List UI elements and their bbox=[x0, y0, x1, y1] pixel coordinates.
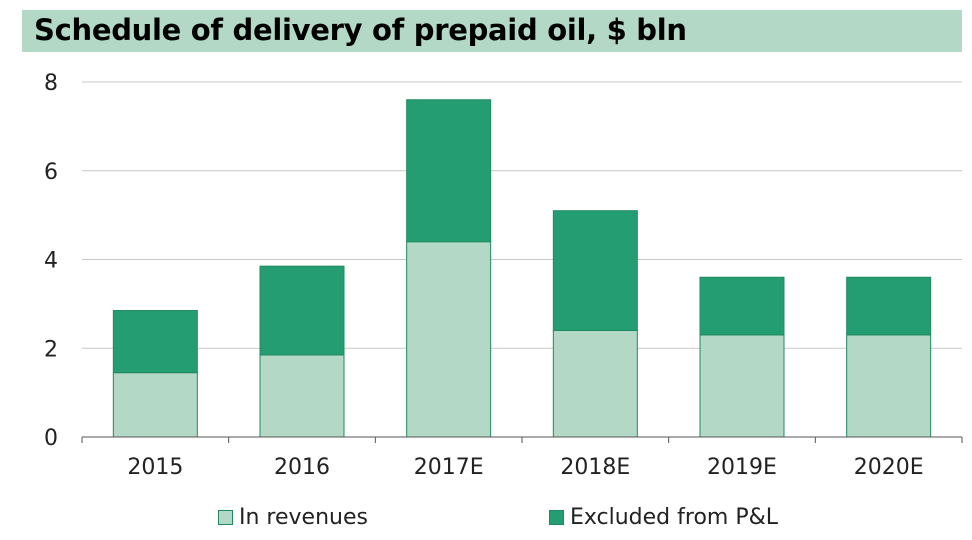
legend-swatch-in-revenues bbox=[218, 510, 233, 525]
x-axis: 2015 2016 2017E 2018E 2019E 2020E bbox=[81, 436, 963, 480]
bar-segment-excluded bbox=[112, 310, 198, 374]
x-tick-label: 2019E bbox=[707, 455, 777, 480]
bar-chart: 0 2 4 6 8 2015 2016 2017E 2018E 2019E 2020E bbox=[44, 71, 963, 480]
x-tick-label: 2018E bbox=[560, 455, 630, 480]
y-tick-label: 6 bbox=[44, 160, 58, 185]
y-tick-label: 0 bbox=[44, 426, 58, 451]
bars bbox=[112, 99, 932, 438]
legend-swatch-excluded bbox=[549, 510, 564, 525]
y-axis-ticks: 0 2 4 6 8 bbox=[44, 71, 58, 451]
y-tick-label: 4 bbox=[44, 249, 58, 274]
legend: In revenues Excluded from P&L bbox=[0, 505, 972, 535]
x-tick-label: 2015 bbox=[127, 455, 183, 480]
bar-segment-in-revenues bbox=[699, 334, 785, 438]
bar-segment-in-revenues bbox=[406, 241, 492, 438]
legend-label-excluded: Excluded from P&L bbox=[570, 505, 779, 530]
bar-segment-in-revenues bbox=[259, 354, 345, 438]
chart-title-bar: Schedule of delivery of prepaid oil, $ b… bbox=[22, 10, 962, 52]
bar-segment-excluded bbox=[846, 276, 932, 336]
x-tick-label: 2016 bbox=[274, 455, 330, 480]
bar-segment-in-revenues bbox=[112, 372, 198, 438]
bar-segment-excluded bbox=[259, 265, 345, 356]
y-tick-label: 2 bbox=[44, 337, 58, 362]
bar-segment-excluded bbox=[552, 210, 638, 331]
x-tick-label: 2020E bbox=[854, 455, 924, 480]
bar-segment-in-revenues bbox=[846, 334, 932, 438]
chart-title: Schedule of delivery of prepaid oil, $ b… bbox=[34, 13, 687, 47]
bar-segment-in-revenues bbox=[552, 330, 638, 438]
y-tick-label: 8 bbox=[44, 71, 58, 96]
legend-item-in-revenues: In revenues bbox=[218, 505, 368, 530]
x-tick-label: 2017E bbox=[414, 455, 484, 480]
legend-label-in-revenues: In revenues bbox=[239, 505, 368, 530]
bar-segment-excluded bbox=[406, 99, 492, 243]
gridlines bbox=[82, 81, 962, 349]
legend-item-excluded: Excluded from P&L bbox=[549, 505, 778, 530]
bar-segment-excluded bbox=[699, 276, 785, 336]
